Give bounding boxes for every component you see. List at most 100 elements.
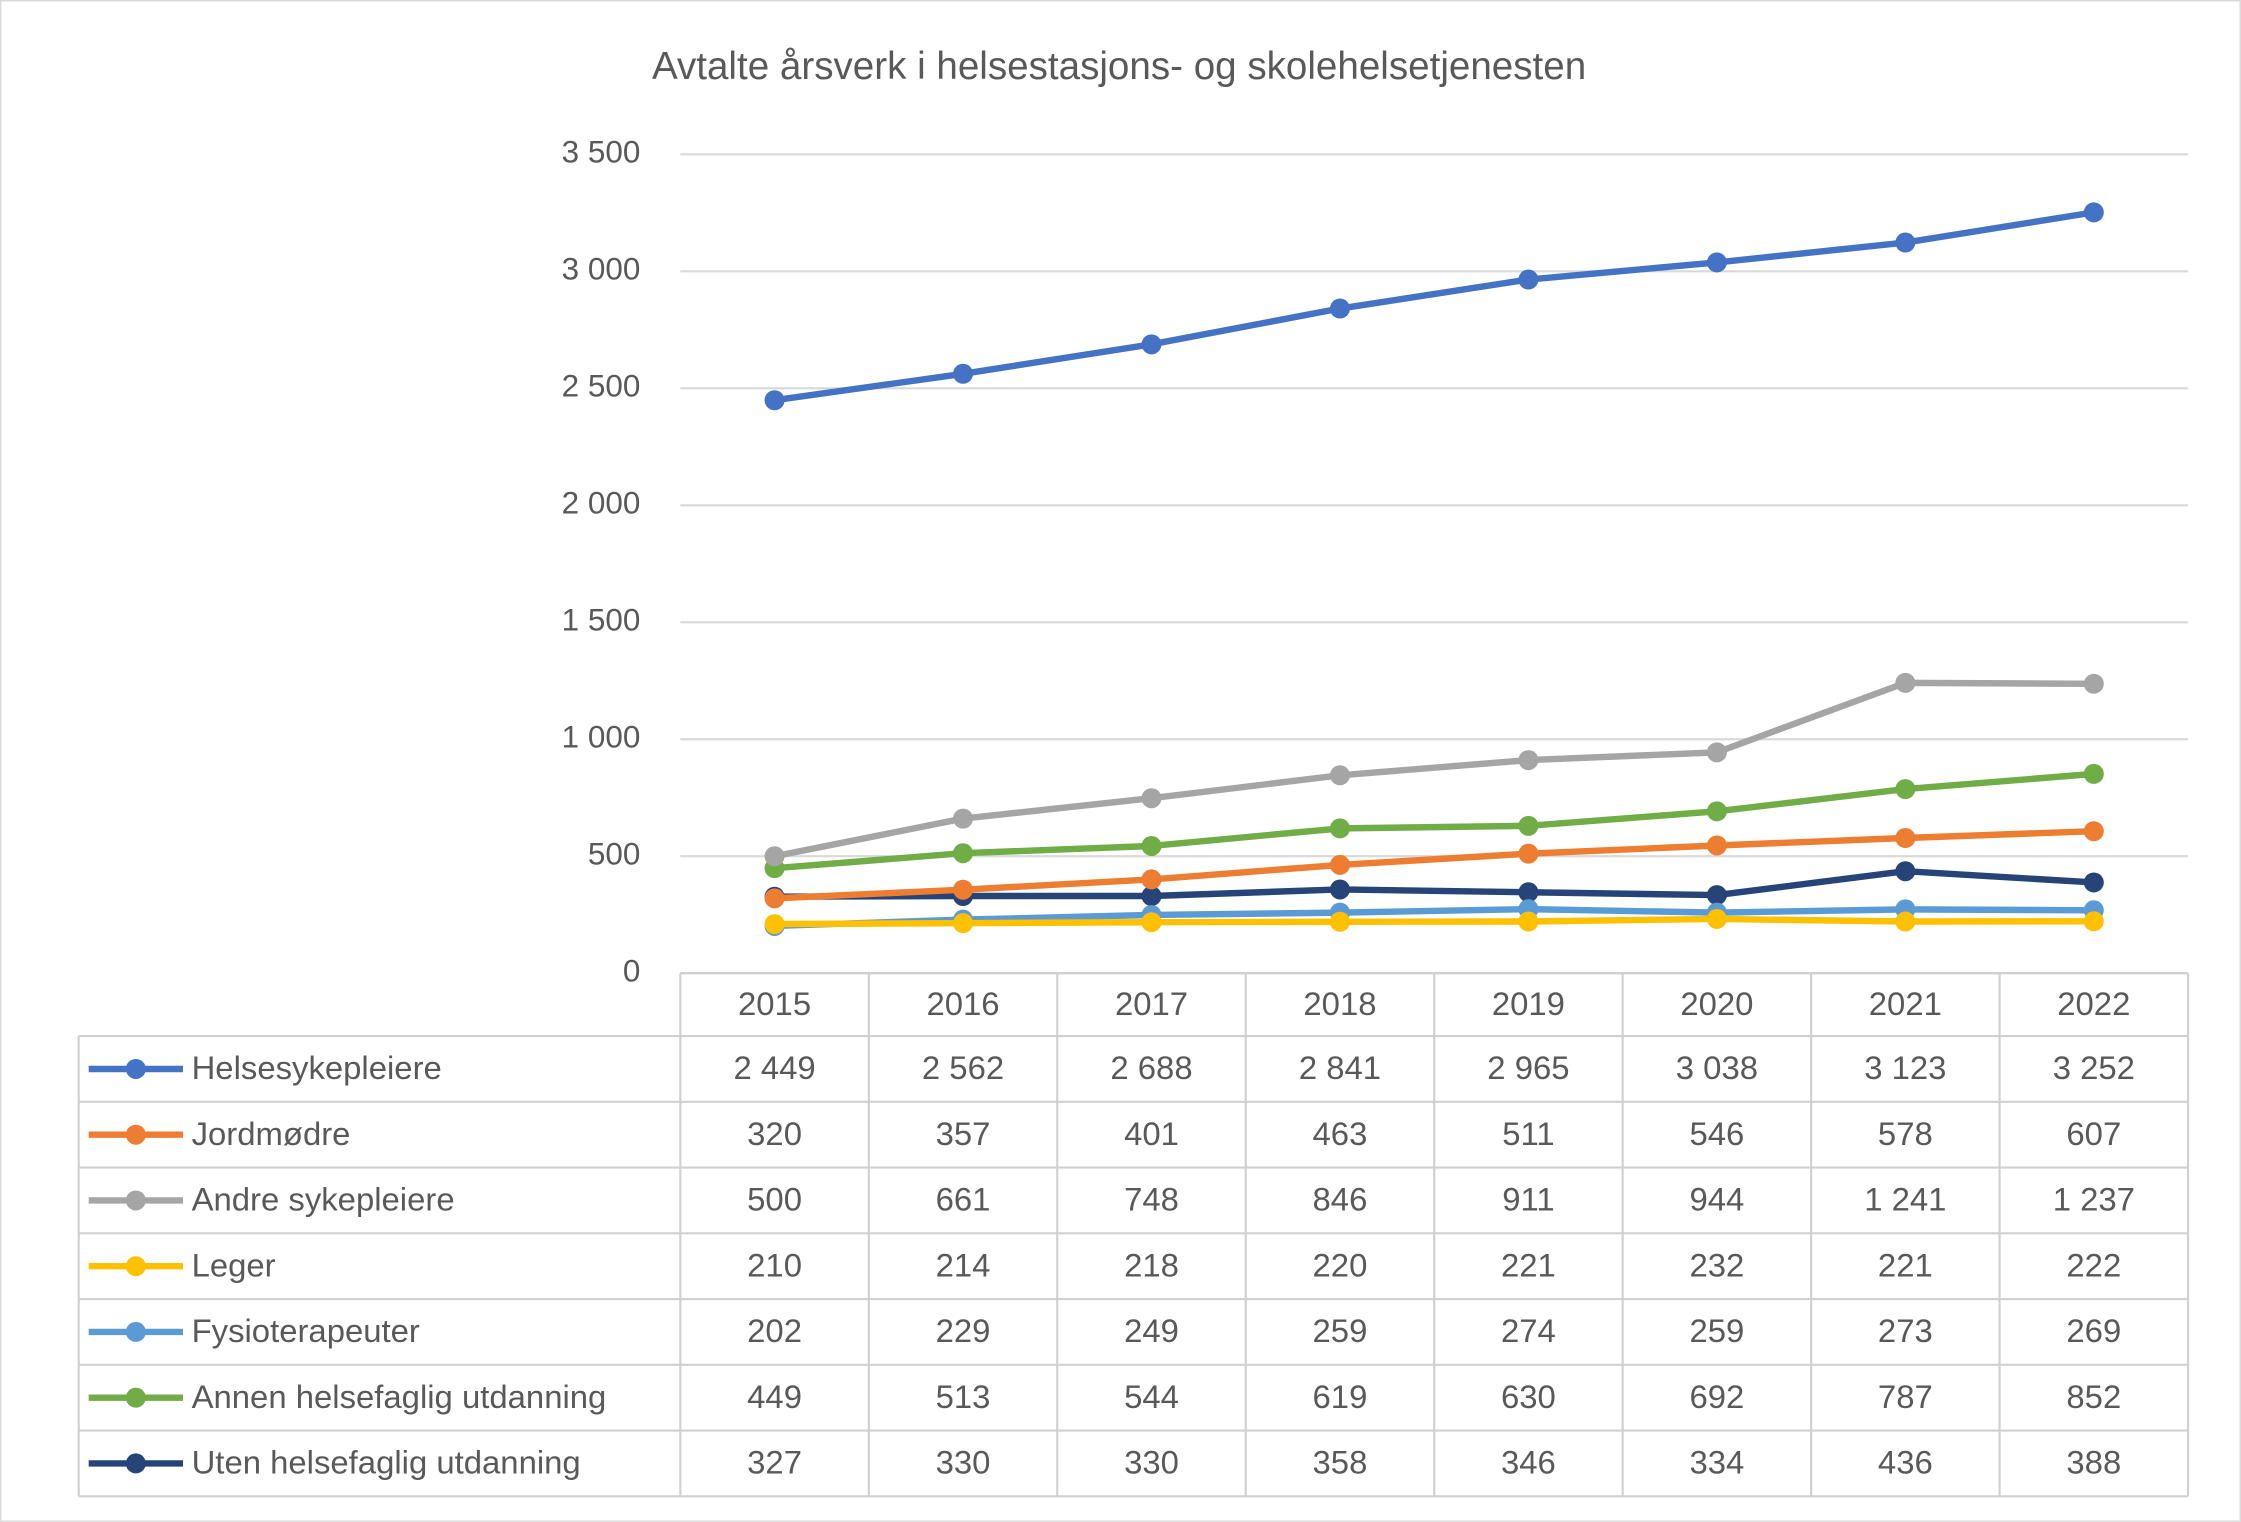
- point: [764, 846, 785, 867]
- table-value: 330: [1124, 1444, 1179, 1481]
- table-value: 232: [1689, 1246, 1744, 1283]
- point: [1518, 843, 1539, 864]
- table-value: 2 841: [1299, 1049, 1381, 1086]
- point: [764, 390, 785, 411]
- legend-label: Uten helsefaglig utdanning: [192, 1444, 581, 1481]
- series-line: [774, 209, 2095, 404]
- legend-label: Fysioterapeuter: [192, 1312, 420, 1349]
- table-value: 2 688: [1110, 1049, 1192, 1086]
- series-line: [774, 770, 2095, 872]
- table-value: 748: [1124, 1181, 1179, 1218]
- series-line: [774, 827, 2094, 902]
- point: [953, 879, 974, 900]
- legend-label: Annen helsefaglig utdanning: [192, 1378, 607, 1415]
- point: [2083, 763, 2104, 784]
- x-tick-label: 2017: [1115, 985, 1188, 1022]
- point: [1518, 750, 1539, 771]
- legend-label: Jordmødre: [192, 1115, 351, 1152]
- point: [1518, 815, 1539, 836]
- table-value: 3 038: [1676, 1049, 1758, 1086]
- table-value: 218: [1124, 1246, 1179, 1283]
- point: [1706, 908, 1727, 929]
- point: [1895, 827, 1916, 848]
- point: [1895, 779, 1916, 800]
- legend-key-marker: [125, 1124, 146, 1145]
- table-value: 578: [1878, 1115, 1933, 1152]
- table-value: 259: [1689, 1312, 1744, 1349]
- y-tick-label: 2 500: [562, 369, 641, 404]
- point: [1141, 334, 1162, 355]
- y-tick-label: 0: [623, 954, 640, 989]
- legend-label: Leger: [192, 1246, 276, 1283]
- table-value: 358: [1313, 1444, 1368, 1481]
- table-value: 911: [1502, 1181, 1554, 1218]
- point: [1329, 765, 1350, 786]
- table-value: 607: [2066, 1115, 2121, 1152]
- table-value: 511: [1502, 1115, 1554, 1152]
- table-value: 330: [936, 1444, 991, 1481]
- x-tick-label: 2015: [738, 985, 811, 1022]
- table-value: 852: [2066, 1378, 2121, 1415]
- point: [2083, 202, 2104, 223]
- table-value: 388: [2066, 1444, 2121, 1481]
- point: [1141, 886, 1162, 907]
- legend-key-marker: [125, 1256, 146, 1277]
- point: [1706, 835, 1727, 856]
- point: [1895, 672, 1916, 693]
- legend-key-marker: [125, 1321, 146, 1342]
- legend-label: Helsesykepleiere: [192, 1049, 442, 1086]
- y-tick-label: 2 000: [562, 486, 641, 521]
- point: [1329, 818, 1350, 839]
- point: [1518, 269, 1539, 290]
- table-value: 436: [1878, 1444, 1933, 1481]
- table-value: 3 123: [1864, 1049, 1946, 1086]
- table-value: 1 241: [1864, 1181, 1946, 1218]
- point: [1895, 861, 1916, 882]
- y-tick-label: 3 500: [562, 135, 641, 170]
- point: [953, 363, 974, 384]
- table-value: 2 449: [733, 1049, 815, 1086]
- x-tick-label: 2020: [1680, 985, 1753, 1022]
- table-value: 661: [936, 1181, 991, 1218]
- legend-label: Andre sykepleiere: [192, 1181, 455, 1218]
- table-value: 346: [1501, 1444, 1556, 1481]
- table-value: 274: [1501, 1312, 1556, 1349]
- table-value: 500: [747, 1181, 802, 1218]
- y-tick-label: 500: [588, 837, 640, 872]
- x-tick-label: 2016: [926, 985, 999, 1022]
- table-value: 327: [747, 1444, 802, 1481]
- y-tick-label: 3 000: [562, 252, 641, 287]
- point: [1706, 742, 1727, 763]
- table-value: 630: [1501, 1378, 1556, 1415]
- point: [1329, 298, 1350, 319]
- series-line: [773, 679, 2094, 860]
- table-value: 229: [936, 1312, 991, 1349]
- table-value: 249: [1124, 1312, 1179, 1349]
- x-tick-label: 2019: [1492, 985, 1565, 1022]
- table-value: 513: [936, 1378, 991, 1415]
- series-line: [774, 915, 2094, 928]
- legend-key-marker: [125, 1058, 146, 1079]
- table-value: 259: [1313, 1312, 1368, 1349]
- point: [1141, 912, 1162, 933]
- point: [1141, 869, 1162, 890]
- table-value: 320: [747, 1115, 802, 1152]
- x-tick-label: 2022: [2057, 985, 2130, 1022]
- point: [2083, 673, 2104, 694]
- table-value: 546: [1689, 1115, 1744, 1152]
- table-value: 273: [1878, 1312, 1933, 1349]
- point: [1895, 232, 1916, 253]
- table-value: 692: [1689, 1378, 1744, 1415]
- series-line: [774, 905, 2094, 930]
- table-value: 221: [1878, 1246, 1933, 1283]
- point: [764, 914, 785, 935]
- point: [764, 888, 785, 909]
- chart-title: Avtalte årsverk i helsestasjons- og skol…: [652, 45, 1586, 88]
- point: [1706, 252, 1727, 273]
- table-value: 401: [1124, 1115, 1179, 1152]
- y-tick-label: 1 000: [562, 720, 641, 755]
- legend-key-marker: [125, 1190, 146, 1211]
- legend-key-marker: [125, 1453, 146, 1474]
